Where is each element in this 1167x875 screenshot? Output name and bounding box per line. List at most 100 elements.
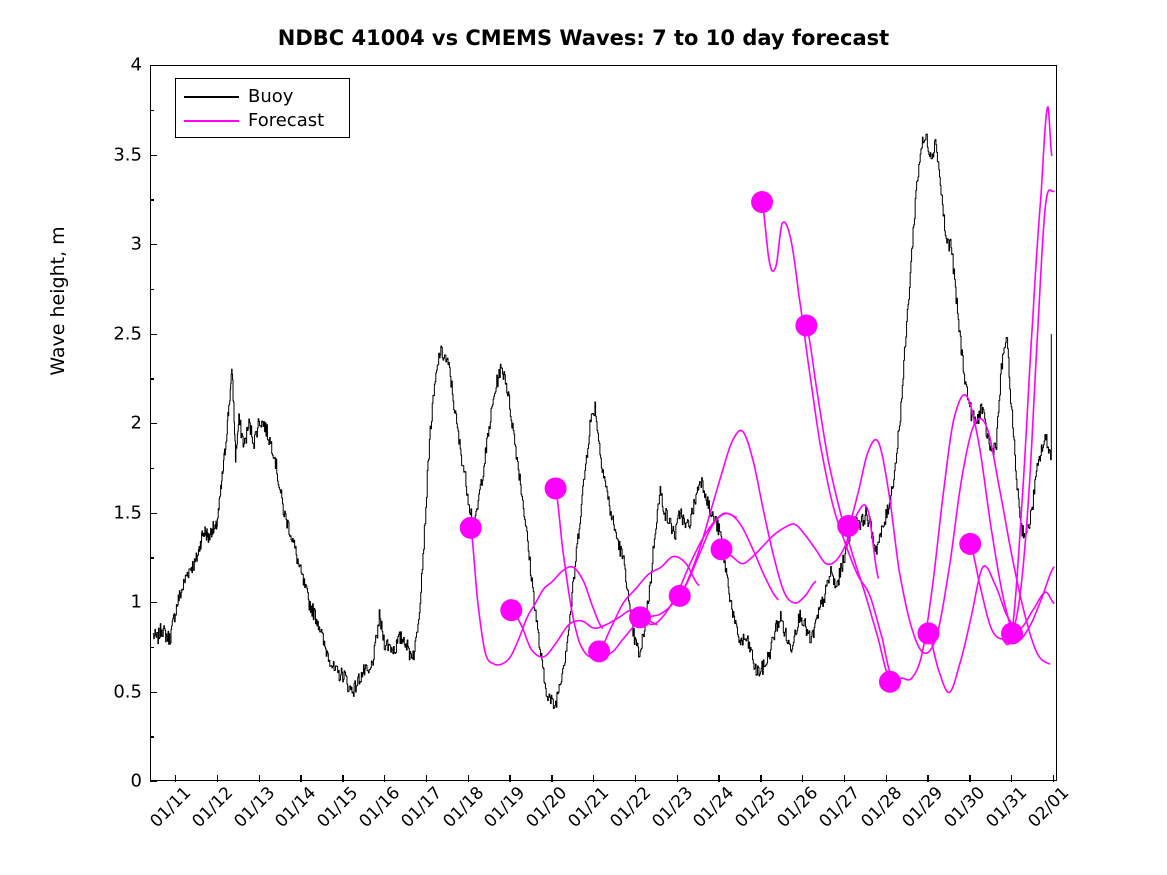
x-tick-label: 01/11 [146, 783, 196, 832]
x-tick-label: 01/17 [397, 783, 447, 832]
y-tick-labels: 0 0.5 1 1.5 2 2.5 3 3.5 4 [86, 55, 142, 792]
x-tick-mark [1052, 775, 1055, 782]
x-tick-mark [258, 775, 260, 782]
y-tick-minor [150, 199, 154, 201]
forecast-01-20 [554, 487, 700, 658]
x-tick-label: 01/15 [313, 783, 363, 832]
forecast-01-25 [761, 201, 892, 676]
forecast-01-30 [969, 106, 1053, 646]
forecast-01-27 [847, 417, 1051, 665]
x-tick-mark [509, 775, 511, 782]
x-tick-mark [300, 775, 302, 782]
x-tick-mark [718, 775, 720, 782]
forecast-01-19 [510, 609, 658, 658]
x-tick-mark [802, 775, 804, 782]
y-tick-mark [150, 244, 157, 246]
forecast-start-marker [588, 640, 611, 663]
x-tick-mark [885, 775, 887, 782]
y-tick-mark [150, 154, 157, 156]
buoy-line [152, 133, 1052, 709]
legend-label-buoy: Buoy [248, 86, 294, 107]
x-tick-mark [467, 775, 469, 782]
x-tick-mark [384, 775, 386, 782]
x-tick-label: 01/20 [522, 783, 572, 832]
x-tick-mark [969, 775, 971, 782]
x-tick-mark [175, 775, 177, 782]
x-tick-marks [150, 775, 1057, 785]
x-tick-label: 01/31 [982, 783, 1032, 832]
x-tick-label: 01/28 [856, 783, 906, 832]
y-tick-label: 3.5 [113, 144, 142, 165]
forecast-start-marker [751, 191, 774, 214]
y-tick-mark [150, 602, 157, 604]
forecast-start-marker [629, 606, 652, 629]
legend-swatch-forecast [184, 120, 239, 122]
legend-label-forecast: Forecast [248, 110, 325, 131]
y-tick-mark [150, 333, 157, 335]
chart-title: NDBC 41004 vs CMEMS Waves: 7 to 10 day f… [277, 26, 890, 50]
y-tick-label: 0 [130, 770, 142, 792]
y-tick-mark [150, 691, 157, 693]
x-tick-label: 01/25 [731, 783, 781, 832]
y-tick-minor [150, 288, 154, 291]
x-tick-label: 01/29 [898, 783, 948, 832]
x-tick-label: 01/14 [271, 783, 321, 832]
y-axis-label: Wave height, m [47, 226, 69, 376]
x-tick-label: 01/24 [689, 783, 739, 832]
x-tick-label: 01/18 [439, 783, 488, 832]
x-tick-mark [342, 775, 344, 782]
y-tick-minor [150, 467, 154, 470]
y-tick-label: 3 [130, 233, 142, 255]
x-tick-labels: 01/11 01/12 01/13 01/14 01/15 01/16 01/17 01/18… [146, 783, 1073, 875]
forecast-start-marker [795, 314, 818, 337]
x-tick-mark [593, 775, 595, 782]
y-tick-label: 4 [130, 54, 142, 76]
x-tick-label: 01/26 [773, 783, 823, 832]
legend-swatch-buoy [184, 96, 239, 98]
forecast-01-23 [678, 429, 817, 604]
y-tick-minor [150, 646, 154, 649]
x-tick-mark [676, 775, 678, 782]
forecast-01-26 [805, 324, 900, 687]
x-tick-mark [634, 775, 637, 782]
x-tick-label: 01/30 [940, 783, 990, 832]
forecast-start-marker [544, 477, 567, 500]
forecast-start-marker [500, 599, 523, 622]
x-tick-label: 01/13 [230, 783, 279, 832]
x-tick-label: 01/16 [355, 783, 405, 832]
y-tick-marks [150, 65, 160, 783]
x-tick-mark [927, 775, 929, 782]
x-tick-label: 01/21 [564, 783, 614, 832]
x-tick-label: 02/01 [1024, 783, 1073, 832]
x-tick-label: 01/19 [480, 783, 530, 832]
y-tick-minor [150, 557, 154, 559]
forecast-01-18 [469, 527, 604, 666]
forecast-01-28 [889, 393, 1055, 683]
y-tick-minor [150, 109, 154, 112]
forecast-01-31 [1011, 189, 1055, 635]
y-tick-label: 2 [130, 412, 142, 434]
x-tick-mark [216, 775, 219, 782]
forecast-start-marker [710, 538, 733, 561]
y-tick-mark [150, 423, 157, 425]
x-tick-label: 01/22 [606, 783, 655, 832]
forecast-start-marker [917, 622, 940, 645]
x-tick-label: 01/27 [815, 783, 864, 832]
forecast-01-29 [927, 565, 1055, 694]
forecast-start-marker [1001, 622, 1024, 645]
forecast-start-marker [459, 516, 482, 539]
legend-item-forecast: Forecast [184, 109, 341, 133]
x-tick-mark [760, 775, 762, 782]
forecast-start-marker [959, 532, 982, 555]
y-tick-label: 2.5 [113, 323, 142, 344]
y-tick-mark [150, 512, 157, 514]
legend: Buoy Forecast [175, 78, 350, 138]
x-tick-mark [551, 775, 553, 782]
x-tick-mark [425, 775, 428, 782]
plot-area [150, 65, 1057, 781]
x-tick-label: 01/12 [188, 783, 238, 832]
x-tick-label: 01/23 [647, 783, 697, 832]
y-tick-label: 0.5 [113, 681, 142, 702]
y-tick-minor [150, 736, 154, 738]
